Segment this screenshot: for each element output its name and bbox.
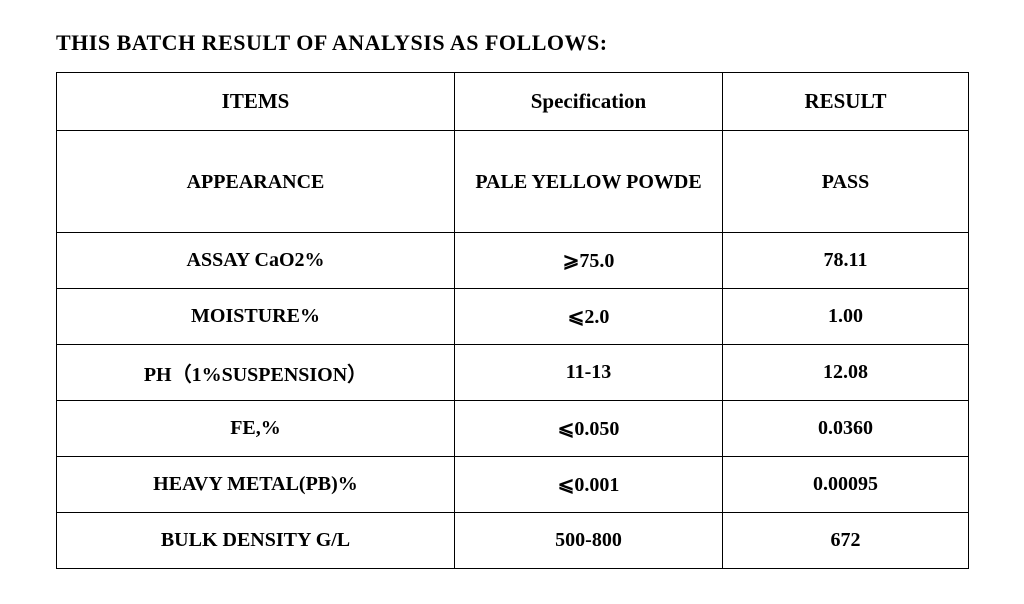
cell-specification: PALE YELLOW POWDE bbox=[455, 131, 723, 233]
cell-items: PH（1%SUSPENSION） bbox=[57, 345, 455, 401]
table-row: MOISTURE% ⩽2.0 1.00 bbox=[57, 289, 969, 345]
table-row: HEAVY METAL(PB)% ⩽0.001 0.00095 bbox=[57, 457, 969, 513]
col-header-result: RESULT bbox=[723, 73, 969, 131]
cell-items: MOISTURE% bbox=[57, 289, 455, 345]
table-row: ASSAY CaO2% ⩾75.0 78.11 bbox=[57, 233, 969, 289]
col-header-specification: Specification bbox=[455, 73, 723, 131]
cell-specification: ⩽0.001 bbox=[455, 457, 723, 513]
cell-result: 12.08 bbox=[723, 345, 969, 401]
cell-specification: 500-800 bbox=[455, 513, 723, 569]
table-row: APPEARANCE PALE YELLOW POWDE PASS bbox=[57, 131, 969, 233]
cell-items: ASSAY CaO2% bbox=[57, 233, 455, 289]
cell-items: APPEARANCE bbox=[57, 131, 455, 233]
cell-result: 1.00 bbox=[723, 289, 969, 345]
cell-result: 672 bbox=[723, 513, 969, 569]
table-row: PH（1%SUSPENSION） 11-13 12.08 bbox=[57, 345, 969, 401]
cell-result: PASS bbox=[723, 131, 969, 233]
analysis-table: ITEMS Specification RESULT APPEARANCE PA… bbox=[56, 72, 969, 569]
cell-items: FE,% bbox=[57, 401, 455, 457]
table-row: FE,% ⩽0.050 0.0360 bbox=[57, 401, 969, 457]
table-row: BULK DENSITY G/L 500-800 672 bbox=[57, 513, 969, 569]
cell-specification: ⩾75.0 bbox=[455, 233, 723, 289]
cell-specification: 11-13 bbox=[455, 345, 723, 401]
page-title: THIS BATCH RESULT OF ANALYSIS AS FOLLOWS… bbox=[56, 30, 968, 56]
cell-result: 0.00095 bbox=[723, 457, 969, 513]
cell-result: 0.0360 bbox=[723, 401, 969, 457]
cell-items: HEAVY METAL(PB)% bbox=[57, 457, 455, 513]
cell-specification: ⩽2.0 bbox=[455, 289, 723, 345]
cell-specification: ⩽0.050 bbox=[455, 401, 723, 457]
cell-result: 78.11 bbox=[723, 233, 969, 289]
col-header-items: ITEMS bbox=[57, 73, 455, 131]
table-header-row: ITEMS Specification RESULT bbox=[57, 73, 969, 131]
cell-items: BULK DENSITY G/L bbox=[57, 513, 455, 569]
